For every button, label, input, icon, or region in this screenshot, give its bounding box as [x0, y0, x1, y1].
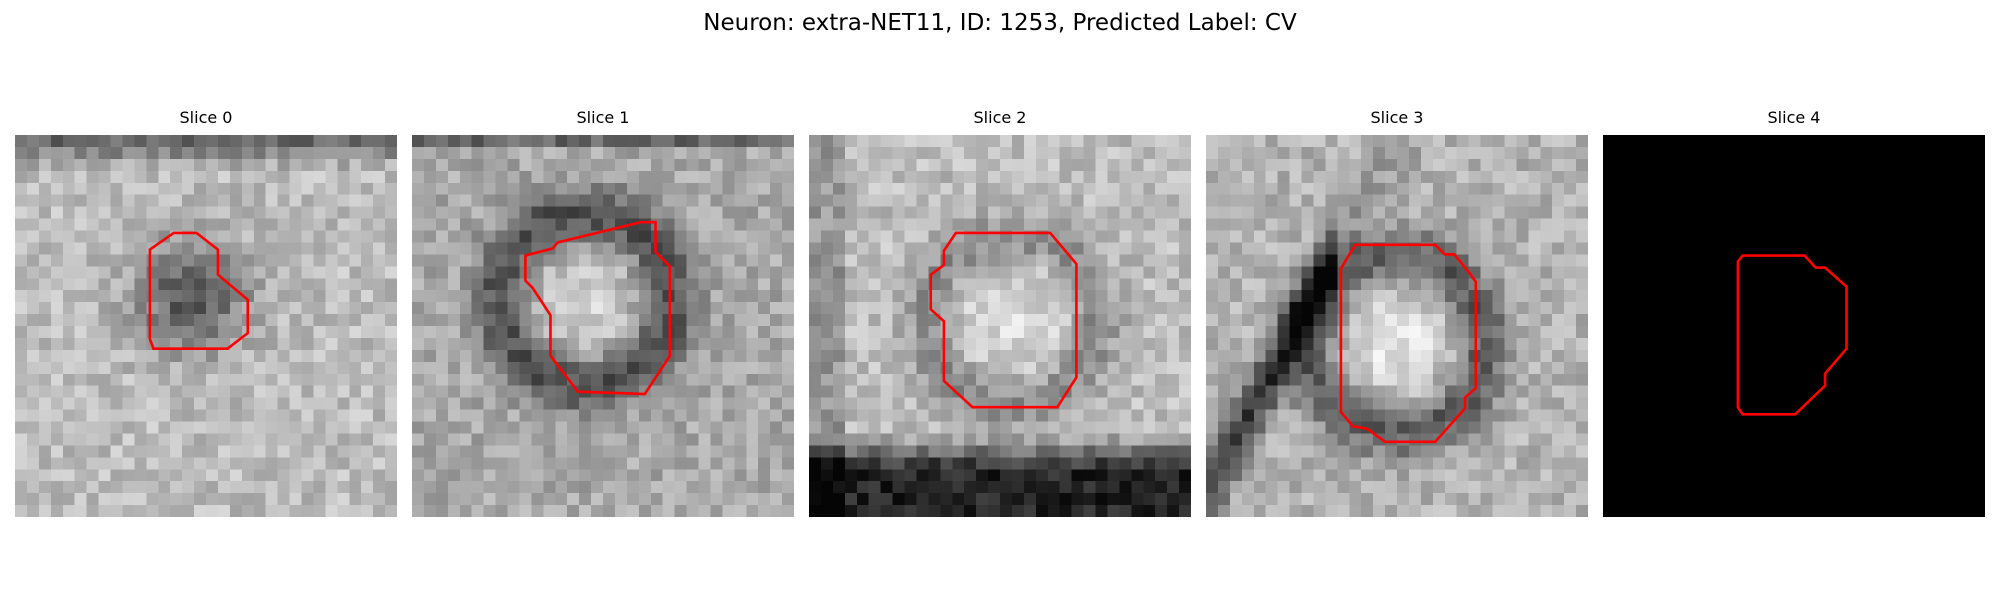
slice-panel-3: Slice 3 — [1206, 108, 1588, 517]
grayscale-pixels — [412, 135, 794, 517]
slice-panel-4: Slice 4 — [1603, 108, 1985, 517]
contour — [1339, 243, 1478, 444]
grayscale-pixels — [15, 135, 397, 517]
slice-image — [412, 135, 794, 517]
slice-panel-2: Slice 2 — [809, 108, 1191, 517]
slice-title: Slice 0 — [179, 108, 233, 127]
contour — [1736, 254, 1848, 416]
contour — [929, 231, 1078, 409]
slice-image — [1603, 135, 1985, 517]
slice-title: Slice 1 — [576, 108, 630, 127]
slice-image — [809, 135, 1191, 517]
slice-image — [15, 135, 397, 517]
grayscale-pixels — [1206, 135, 1588, 517]
slice-title: Slice 4 — [1767, 108, 1821, 127]
slice-title: Slice 3 — [1370, 108, 1424, 127]
slice-image — [1206, 135, 1588, 517]
slice-panel-1: Slice 1 — [412, 108, 794, 517]
slice-title: Slice 2 — [973, 108, 1027, 127]
slice-panel-0: Slice 0 — [15, 108, 397, 517]
black-background — [1603, 135, 1985, 517]
contour — [148, 231, 250, 350]
grayscale-pixels — [809, 135, 1191, 517]
figure-title: Neuron: extra-NET11, ID: 1253, Predicted… — [703, 10, 1297, 36]
contour — [524, 220, 672, 396]
